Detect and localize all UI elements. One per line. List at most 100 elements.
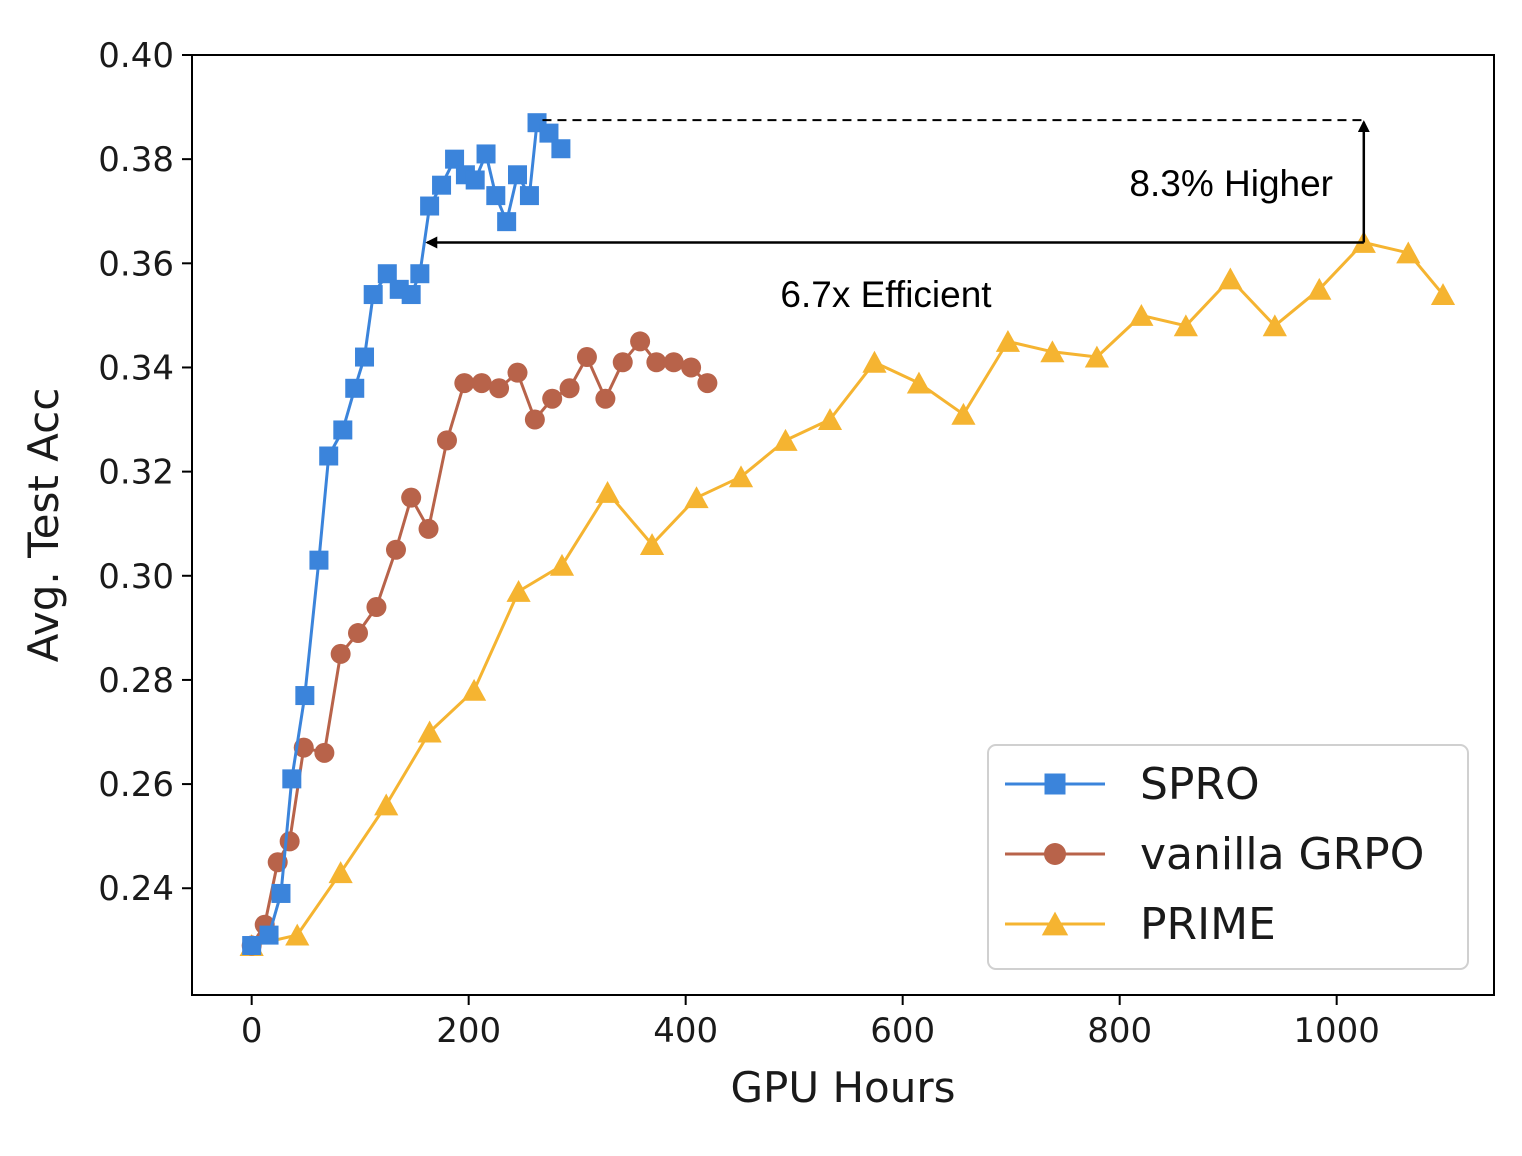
data-point-prime xyxy=(506,579,531,602)
data-point-spro xyxy=(432,175,452,195)
data-point-prime xyxy=(374,793,399,816)
legend-item-vanilla-grpo: vanilla GRPO xyxy=(1005,829,1424,880)
data-point-prime xyxy=(462,678,487,701)
legend-label: PRIME xyxy=(1140,899,1276,950)
data-point-vanilla-grpo xyxy=(436,430,457,451)
data-point-prime xyxy=(773,428,798,451)
legend-item-prime: PRIME xyxy=(1005,899,1276,950)
y-tick-label: 0.38 xyxy=(98,140,174,180)
data-point-vanilla-grpo xyxy=(418,518,439,539)
data-point-vanilla-grpo xyxy=(471,373,492,394)
data-point-spro xyxy=(551,139,571,159)
annotation-higher-text: 8.3% Higher xyxy=(1129,163,1333,204)
data-point-prime xyxy=(728,465,754,488)
data-point-spro xyxy=(497,212,517,232)
x-tick-label: 1000 xyxy=(1293,1011,1380,1051)
data-point-vanilla-grpo xyxy=(330,643,351,664)
series-prime xyxy=(239,231,1456,956)
x-tick-label: 400 xyxy=(653,1011,718,1051)
data-point-spro xyxy=(333,420,353,440)
data-point-spro xyxy=(282,769,302,789)
data-point-prime xyxy=(951,402,976,425)
x-tick-label: 200 xyxy=(436,1011,501,1051)
data-point-vanilla-grpo xyxy=(348,623,369,644)
y-tick-label: 0.30 xyxy=(98,557,174,597)
data-point-spro xyxy=(242,936,262,956)
data-point-vanilla-grpo xyxy=(612,352,633,373)
series-layer xyxy=(239,113,1456,956)
data-point-prime xyxy=(1173,314,1198,337)
legend-marker-prime xyxy=(1041,911,1069,936)
data-point-vanilla-grpo xyxy=(524,409,545,430)
data-point-prime xyxy=(684,486,709,509)
data-point-vanilla-grpo xyxy=(630,331,651,352)
legend: SPRO vanilla GRPO PRIME xyxy=(987,744,1469,970)
data-point-vanilla-grpo xyxy=(489,378,510,399)
y-tick-label: 0.32 xyxy=(98,453,174,493)
data-point-prime xyxy=(549,553,575,576)
data-point-prime xyxy=(1129,303,1154,326)
data-point-vanilla-grpo xyxy=(454,373,475,394)
y-tick-label: 0.34 xyxy=(98,348,174,388)
data-point-prime xyxy=(1040,340,1065,363)
data-point-prime xyxy=(417,720,442,743)
y-axis: 0.24 0.26 0.28 0.30 0.32 0.34 0.36 0.38 0.40 xyxy=(98,36,192,909)
data-point-prime xyxy=(817,408,843,430)
data-point-prime xyxy=(906,371,932,394)
y-tick-label: 0.40 xyxy=(98,36,174,76)
data-point-vanilla-grpo xyxy=(697,373,718,394)
y-tick-label: 0.26 xyxy=(98,765,174,805)
legend-label: SPRO xyxy=(1140,759,1260,810)
data-point-vanilla-grpo xyxy=(646,352,667,373)
data-point-vanilla-grpo xyxy=(681,357,702,378)
data-point-prime xyxy=(1307,277,1332,300)
data-point-spro xyxy=(271,883,291,903)
legend-item-spro: SPRO xyxy=(1005,759,1260,810)
data-point-spro xyxy=(295,686,315,706)
x-axis-title: GPU Hours xyxy=(730,1063,955,1112)
annotation-efficient-text: 6.7x Efficient xyxy=(780,274,992,315)
y-tick-label: 0.36 xyxy=(98,244,174,284)
data-point-vanilla-grpo xyxy=(401,487,422,508)
data-point-vanilla-grpo xyxy=(576,347,597,368)
data-point-prime xyxy=(1396,241,1421,264)
series-line-prime xyxy=(251,241,1445,947)
data-point-vanilla-grpo xyxy=(663,352,684,373)
data-point-spro xyxy=(309,550,329,570)
data-point-prime xyxy=(862,350,887,373)
data-point-vanilla-grpo xyxy=(385,539,406,560)
data-point-prime xyxy=(1084,345,1109,368)
x-tick-label: 800 xyxy=(1087,1011,1152,1051)
legend-marker-vanilla-grpo xyxy=(1044,843,1066,865)
series-spro xyxy=(242,113,571,956)
annotation-layer: 8.3% Higher 6.7x Efficient xyxy=(425,119,1370,315)
x-tick-label: 600 xyxy=(870,1011,935,1051)
data-point-spro xyxy=(259,925,279,945)
data-point-prime xyxy=(595,481,620,503)
legend-box xyxy=(987,744,1469,970)
data-point-vanilla-grpo xyxy=(366,597,387,618)
data-point-spro xyxy=(476,144,496,164)
data-point-spro xyxy=(345,378,365,398)
data-point-vanilla-grpo xyxy=(559,378,580,399)
data-point-vanilla-grpo xyxy=(507,362,528,383)
legend-marker-spro xyxy=(1044,773,1066,795)
data-point-spro xyxy=(363,285,383,305)
data-point-prime xyxy=(1430,283,1456,306)
data-point-spro xyxy=(445,149,465,169)
data-point-prime xyxy=(328,861,353,884)
data-point-prime xyxy=(285,923,310,946)
series-line-spro xyxy=(250,121,563,947)
data-point-vanilla-grpo xyxy=(279,831,300,852)
data-point-prime xyxy=(1218,267,1243,290)
legend-label: vanilla GRPO xyxy=(1140,829,1424,880)
data-point-spro xyxy=(401,285,421,305)
data-point-spro xyxy=(539,123,559,143)
data-point-spro xyxy=(319,446,339,466)
data-point-prime xyxy=(1262,314,1287,337)
data-point-spro xyxy=(420,196,440,216)
data-point-vanilla-grpo xyxy=(314,742,335,763)
data-point-spro xyxy=(486,186,506,206)
data-point-spro xyxy=(410,264,430,284)
